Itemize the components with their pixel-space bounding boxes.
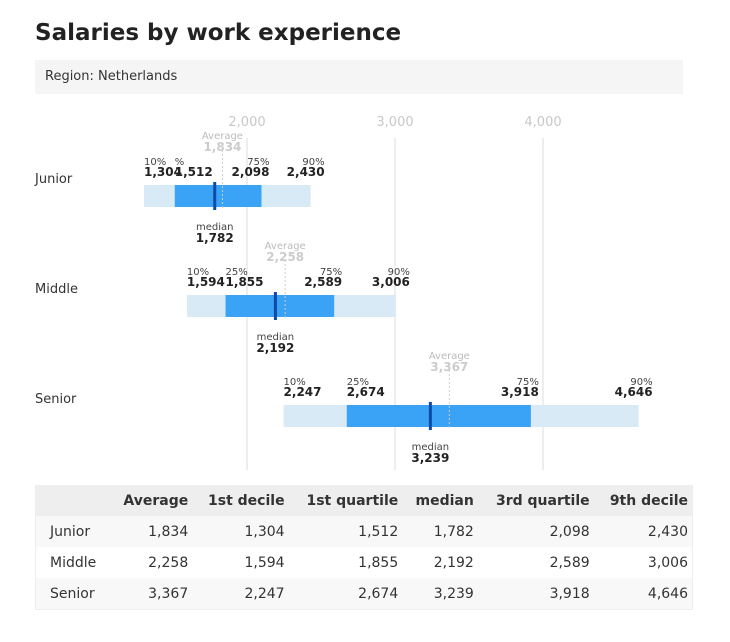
table-cell: Junior bbox=[35, 516, 110, 547]
table-header: median bbox=[402, 485, 478, 516]
table-cell: 2,589 bbox=[477, 547, 594, 578]
percent-value: 3,918 bbox=[501, 385, 539, 399]
percent-label: % bbox=[175, 157, 185, 168]
percent-label: 10% bbox=[144, 157, 166, 168]
percent-value: 2,674 bbox=[347, 385, 385, 399]
table-cell: 3,367 bbox=[109, 578, 193, 610]
median-value: 3,239 bbox=[411, 451, 449, 465]
iqr-box bbox=[225, 295, 335, 317]
row-label: Junior bbox=[34, 172, 73, 187]
percent-label: 75% bbox=[247, 157, 269, 168]
median-value: 1,782 bbox=[196, 231, 234, 245]
percent-label: 75% bbox=[320, 267, 342, 278]
table-cell: Senior bbox=[35, 578, 110, 610]
table-cell: 1,855 bbox=[288, 547, 403, 578]
percent-label: 90% bbox=[388, 267, 410, 278]
x-tick-label: 2,000 bbox=[228, 115, 265, 130]
region-filter: Region: Netherlands bbox=[35, 60, 683, 94]
percent-label: 25% bbox=[226, 267, 248, 278]
iqr-box bbox=[174, 185, 262, 207]
percent-value: 3,006 bbox=[372, 275, 410, 289]
table-header: 3rd quartile bbox=[477, 485, 594, 516]
row-label: Middle bbox=[35, 282, 78, 297]
percent-value: 4,646 bbox=[615, 385, 653, 399]
percent-label: 10% bbox=[187, 267, 209, 278]
median-line bbox=[213, 182, 217, 210]
table-cell: 3,239 bbox=[402, 578, 478, 610]
table-row: Junior 1,834 1,304 1,512 1,782 2,098 2,430 bbox=[35, 516, 693, 547]
median-label: median bbox=[257, 332, 295, 343]
median-line bbox=[428, 402, 432, 430]
average-label: Average bbox=[429, 351, 470, 362]
average-value: 2,258 bbox=[266, 250, 304, 264]
percent-value: 1,594 bbox=[187, 275, 225, 289]
percent-value: 2,430 bbox=[287, 165, 325, 179]
table-cell: 1,782 bbox=[402, 516, 478, 547]
table-header-row: Average 1st decile 1st quartile median 3… bbox=[35, 485, 693, 516]
table-cell: 3,006 bbox=[593, 547, 693, 578]
percent-value: 2,098 bbox=[232, 165, 270, 179]
percent-label: 90% bbox=[302, 157, 324, 168]
average-value: 1,834 bbox=[203, 140, 241, 154]
percent-value: 1,512 bbox=[175, 165, 213, 179]
table-header: 9th decile bbox=[593, 485, 693, 516]
percent-value: 1,855 bbox=[226, 275, 264, 289]
median-line bbox=[273, 292, 277, 320]
average-label: Average bbox=[202, 131, 243, 142]
percent-label: 75% bbox=[517, 377, 539, 388]
table-cell: 1,304 bbox=[192, 516, 289, 547]
table-cell: 1,834 bbox=[109, 516, 193, 547]
table-cell: 2,247 bbox=[192, 578, 289, 610]
median-value: 2,192 bbox=[256, 341, 294, 355]
salary-box-chart: 2,000 3,000 4,000JuniorAverage1,83410%1,30… bbox=[34, 115, 653, 470]
percent-value: 2,589 bbox=[304, 275, 342, 289]
table-cell: 3,918 bbox=[477, 578, 594, 610]
x-tick-label: 4,000 bbox=[524, 115, 561, 130]
percent-label: 90% bbox=[630, 377, 652, 388]
table-row: Senior 3,367 2,247 2,674 3,239 3,918 4,646 bbox=[35, 578, 693, 610]
page-title: Salaries by work experience bbox=[35, 20, 402, 46]
percent-label: 25% bbox=[347, 377, 369, 388]
table-cell: 2,674 bbox=[288, 578, 403, 610]
table-cell: 2,430 bbox=[593, 516, 693, 547]
median-label: median bbox=[412, 442, 450, 453]
table-cell: 4,646 bbox=[593, 578, 693, 610]
percent-value: 1,304 bbox=[144, 165, 182, 179]
table-header bbox=[35, 485, 110, 516]
percent-label: 10% bbox=[284, 377, 306, 388]
table-cell: 2,192 bbox=[402, 547, 478, 578]
average-value: 3,367 bbox=[430, 360, 468, 374]
table-cell: 1,512 bbox=[288, 516, 403, 547]
iqr-box bbox=[346, 405, 531, 427]
table-cell: 2,258 bbox=[109, 547, 193, 578]
row-label: Senior bbox=[35, 392, 77, 407]
table-header: 1st decile bbox=[192, 485, 289, 516]
median-label: median bbox=[196, 222, 234, 233]
table-row: Middle 2,258 1,594 1,855 2,192 2,589 3,006 bbox=[35, 547, 693, 578]
table-cell: 1,594 bbox=[192, 547, 289, 578]
percent-value: 2,247 bbox=[284, 385, 322, 399]
table-header: Average bbox=[109, 485, 193, 516]
x-tick-label: 3,000 bbox=[376, 115, 413, 130]
average-label: Average bbox=[265, 241, 306, 252]
table-cell: Middle bbox=[35, 547, 110, 578]
table-cell: 2,098 bbox=[477, 516, 594, 547]
salary-table: Average 1st decile 1st quartile median 3… bbox=[35, 485, 693, 610]
table-header: 1st quartile bbox=[288, 485, 403, 516]
